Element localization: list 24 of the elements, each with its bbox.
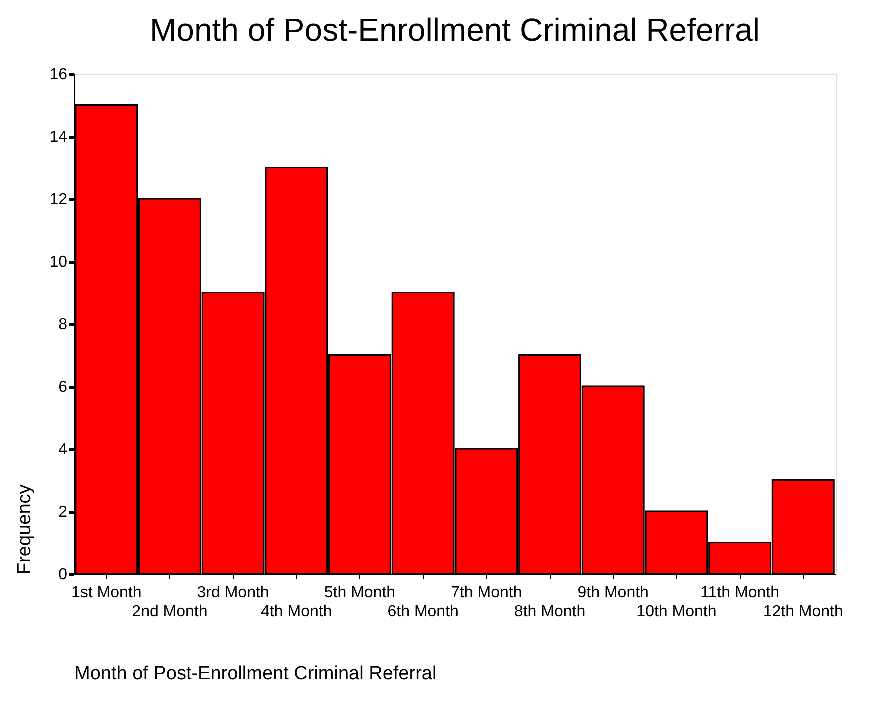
x-tick-label: 8th Month: [514, 604, 586, 620]
x-tick-label: 10th Month: [636, 604, 717, 620]
y-tick-label: 10: [50, 254, 68, 271]
chart-title: Month of Post-Enrollment Criminal Referral: [150, 12, 760, 48]
y-tick-label: 2: [58, 504, 68, 521]
x-tick-label: 11th Month: [700, 584, 780, 602]
y-tick-label: 0: [58, 566, 68, 584]
y-tick-label: 14: [50, 129, 68, 146]
y-tick-label: 16: [50, 66, 68, 84]
x-tick-label: 7th Month: [451, 584, 522, 602]
x-axis-title: Month of Post-Enrollment Criminal Referral: [74, 664, 437, 684]
x-tick-label: 12th Month: [763, 604, 844, 620]
x-tick-label: 4th Month: [261, 604, 332, 620]
x-tick-label: 9th Month: [578, 584, 649, 602]
x-tick-label: 2nd Month: [132, 604, 208, 620]
y-tick-label: 12: [50, 192, 68, 208]
x-tick-label: 5th Month: [324, 584, 396, 602]
y-tick-label: 6: [58, 379, 68, 396]
y-tick-label: 4: [58, 442, 68, 458]
x-tick-label: 1st Month: [71, 584, 142, 602]
y-tick-label: 8: [58, 316, 68, 334]
x-tick-label: 6th Month: [388, 604, 459, 620]
y-axis-title: Frequency: [14, 484, 36, 574]
x-tick-label: 3rd Month: [197, 584, 270, 602]
